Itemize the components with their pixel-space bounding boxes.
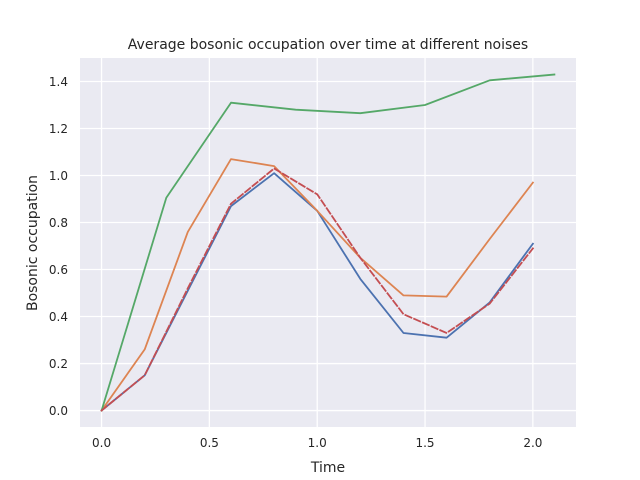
series-group xyxy=(100,73,556,412)
series-line-2 xyxy=(100,158,535,412)
x-tick-label: 1.5 xyxy=(415,436,434,450)
y-tick-label: 1.4 xyxy=(49,75,68,89)
plot-area xyxy=(80,58,576,427)
series-line-4 xyxy=(100,167,535,412)
x-tick-label: 0.0 xyxy=(92,436,111,450)
x-tick-label: 2.0 xyxy=(523,436,542,450)
series-line-3 xyxy=(100,73,556,412)
x-tick-label: 1.0 xyxy=(308,436,327,450)
x-axis-label: Time xyxy=(310,460,345,476)
y-tick-label: 0.2 xyxy=(49,357,68,371)
y-tick-label: 1.0 xyxy=(49,169,68,183)
grid-lines xyxy=(80,58,576,427)
y-tick-label: 0.4 xyxy=(49,310,68,324)
y-tick-label: 0.0 xyxy=(49,404,68,418)
y-tick-label: 0.8 xyxy=(49,216,68,230)
x-tick-labels: 0.0 0.5 1.0 1.5 2.0 xyxy=(92,436,542,450)
x-tick-label: 0.5 xyxy=(200,436,219,450)
y-tick-label: 0.6 xyxy=(49,263,68,277)
y-axis-label: Bosonic occupation xyxy=(25,175,41,311)
chart-title: Average bosonic occupation over time at … xyxy=(128,37,528,53)
y-tick-labels: 0.0 0.2 0.4 0.6 0.8 1.0 1.2 1.4 xyxy=(49,75,68,418)
y-tick-label: 1.2 xyxy=(49,122,68,136)
